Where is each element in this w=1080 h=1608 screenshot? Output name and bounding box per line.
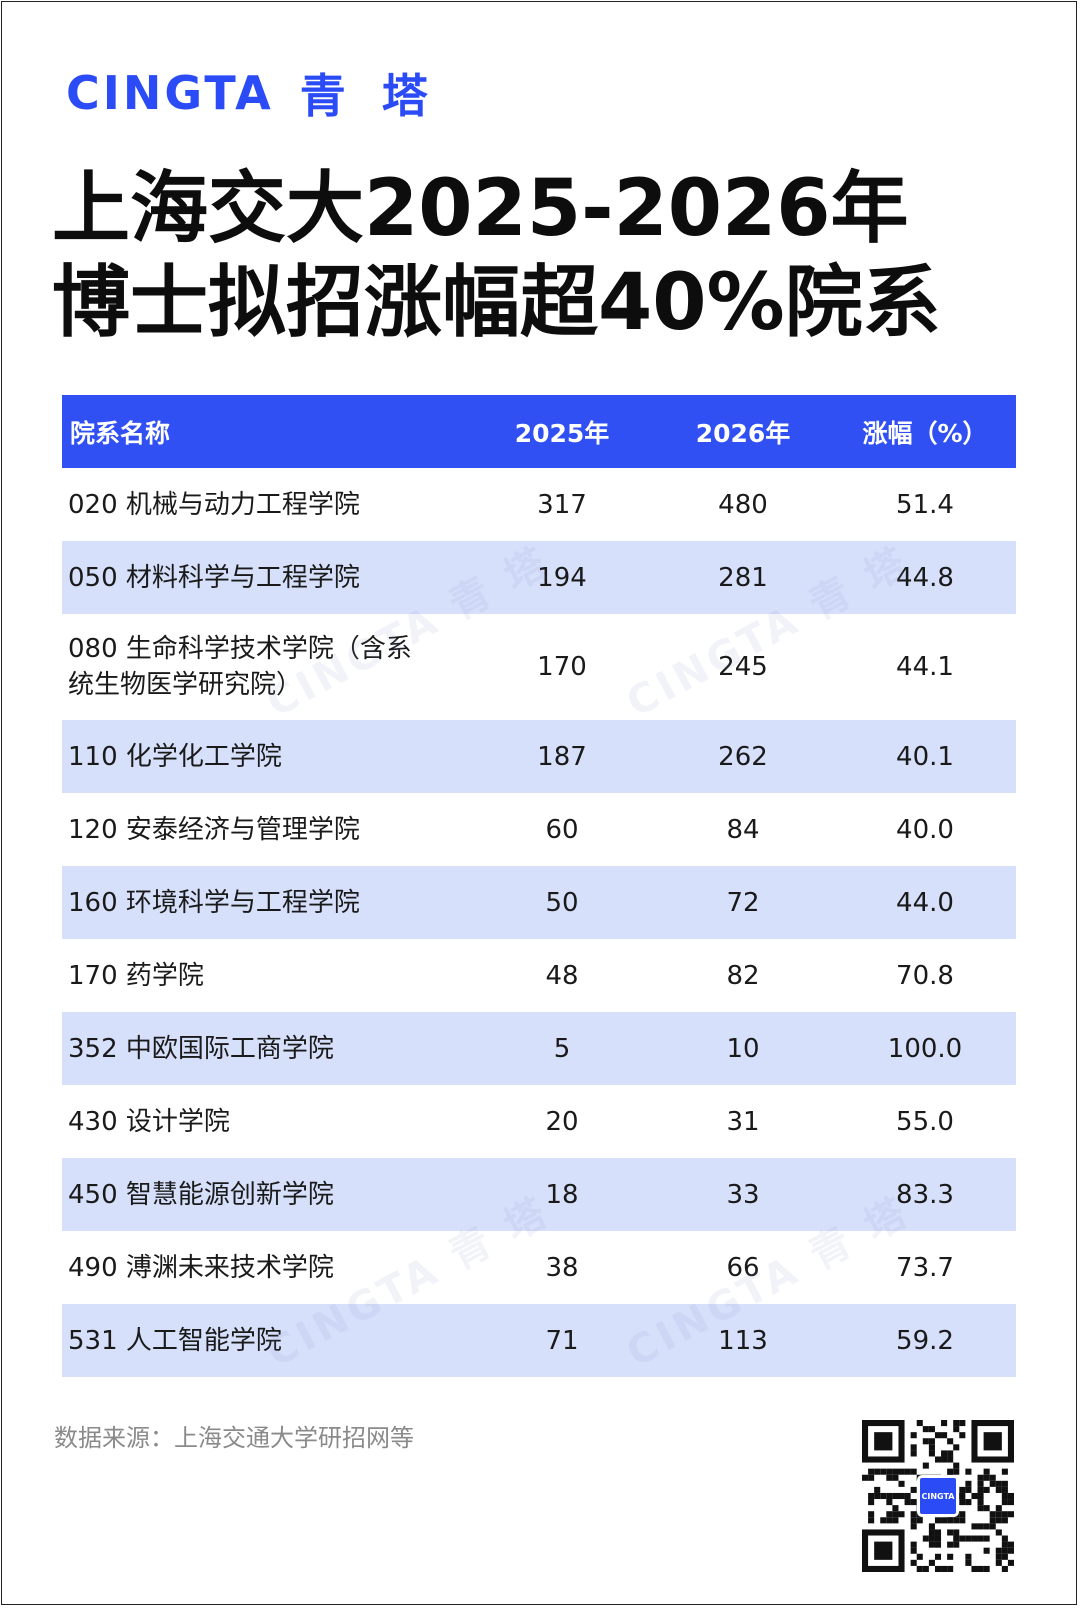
cell-department: 120 安泰经济与管理学院 (68, 814, 360, 845)
cell-growth: 44.8 (834, 541, 1016, 614)
table-row: 352 中欧国际工商学院 5 10 100.0 (62, 1012, 1016, 1085)
cell-2025: 18 (472, 1158, 652, 1231)
cell-2025: 50 (472, 866, 652, 939)
cell-department: 170 药学院 (68, 960, 204, 991)
cell-2026: 84 (726, 814, 760, 845)
table-row: 080 生命科学技术学院（含系 统生物医学研究院） 170 245 44.1 (62, 614, 1016, 720)
title-line-1: 上海交大2025-2026年 (52, 164, 909, 254)
cell-growth: 55.0 (896, 1106, 954, 1137)
cell-department: 430 设计学院 (68, 1106, 230, 1137)
brand-logo-cn: 青 塔 (299, 69, 438, 123)
cell-department: 531 人工智能学院 (62, 1304, 472, 1377)
table-row: 160 环境科学与工程学院 50 72 44.0 (62, 866, 1016, 939)
cell-growth: 44.0 (834, 866, 1016, 939)
cell-growth: 73.7 (896, 1252, 954, 1283)
cell-growth: 83.3 (834, 1158, 1016, 1231)
cell-growth: 40.1 (834, 720, 1016, 793)
cell-2026: 262 (652, 720, 834, 793)
cell-2026: 281 (652, 541, 834, 614)
table-row: 531 人工智能学院 71 113 59.2 (62, 1304, 1016, 1377)
cell-department: 160 环境科学与工程学院 (62, 866, 472, 939)
cell-growth: 59.2 (834, 1304, 1016, 1377)
cell-2025: 5 (472, 1012, 652, 1085)
cell-department: 490 溥渊未来技术学院 (68, 1252, 334, 1283)
cell-growth: 70.8 (896, 960, 954, 991)
cell-2026: 33 (652, 1158, 834, 1231)
cell-2025: 187 (472, 720, 652, 793)
cell-2026: 72 (652, 866, 834, 939)
cell-department: 352 中欧国际工商学院 (62, 1012, 472, 1085)
cell-2025: 71 (472, 1304, 652, 1377)
cell-growth: 100.0 (834, 1012, 1016, 1085)
header-department: 院系名称 (62, 395, 472, 468)
cell-2025: 48 (545, 960, 579, 991)
table-row: 170 药学院 48 82 70.8 (62, 939, 1016, 1012)
cell-2025: 170 (537, 652, 587, 682)
cell-2026: 480 (718, 489, 768, 520)
cell-department-line-2: 统生物医学研究院） (68, 670, 303, 700)
cell-growth: 44.1 (896, 652, 954, 682)
cell-2025: 317 (537, 489, 587, 520)
header-2025: 2025年 (472, 395, 652, 468)
brand-logo-en: CINGTA (66, 66, 274, 120)
cell-2026: 31 (726, 1106, 760, 1137)
cell-department: 020 机械与动力工程学院 (68, 489, 360, 520)
cell-department-line-1: 080 生命科学技术学院（含系 (68, 634, 412, 664)
table-row: 050 材料科学与工程学院 194 281 44.8 (62, 541, 1016, 614)
header-2026: 2026年 (652, 395, 834, 468)
cell-department: 450 智慧能源创新学院 (62, 1158, 472, 1231)
table-row: 020 机械与动力工程学院 317 480 51.4 (62, 468, 1016, 541)
data-source-note: 数据来源：上海交通大学研招网等 (54, 1424, 414, 1452)
table-header-row: 院系名称 2025年 2026年 涨幅（%） (62, 395, 1016, 468)
cell-2026: 245 (718, 652, 768, 682)
table-row: 110 化学化工学院 187 262 40.1 (62, 720, 1016, 793)
cell-growth: 40.0 (896, 814, 954, 845)
cell-2025: 194 (472, 541, 652, 614)
qr-center-logo: CINGTA (917, 1475, 959, 1517)
table-row: 450 智慧能源创新学院 18 33 83.3 (62, 1158, 1016, 1231)
data-table: 院系名称 2025年 2026年 涨幅（%） 020 机械与动力工程学院 317… (62, 395, 1016, 1377)
cell-department: 110 化学化工学院 (62, 720, 472, 793)
table-row: 490 溥渊未来技术学院 38 66 73.7 (62, 1231, 1016, 1304)
cell-2026: 113 (652, 1304, 834, 1377)
brand-logo: CINGTA 青 塔 (66, 60, 438, 126)
table-row: 120 安泰经济与管理学院 60 84 40.0 (62, 793, 1016, 866)
cell-2025: 38 (545, 1252, 579, 1283)
table-row: 430 设计学院 20 31 55.0 (62, 1085, 1016, 1158)
title-line-2: 博士拟招涨幅超40%院系 (52, 258, 941, 348)
cell-growth: 51.4 (896, 489, 954, 520)
cell-2025: 60 (545, 814, 579, 845)
cell-2026: 66 (726, 1252, 760, 1283)
cell-department: 080 生命科学技术学院（含系 统生物医学研究院） (62, 614, 472, 720)
header-growth: 涨幅（%） (834, 395, 1016, 468)
cell-department: 050 材料科学与工程学院 (62, 541, 472, 614)
cell-2026: 10 (652, 1012, 834, 1085)
qr-code[interactable]: CINGTA (862, 1420, 1014, 1572)
page-title: 上海交大2025-2026年 博士拟招涨幅超40%院系 (52, 162, 1032, 350)
cell-2026: 82 (726, 960, 760, 991)
cell-2025: 20 (545, 1106, 579, 1137)
